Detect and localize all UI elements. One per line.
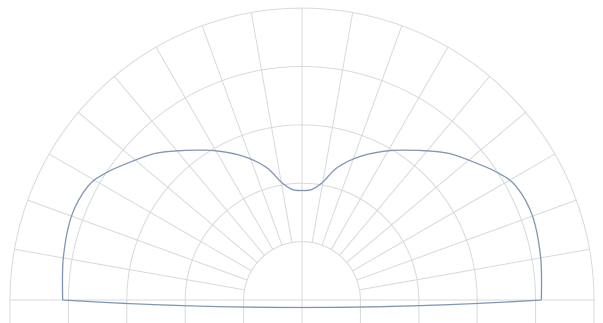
grid-spoke-130	[339, 75, 491, 256]
grid-spoke-10	[14, 248, 245, 291]
grid-spoke-100	[311, 12, 354, 243]
grid-spoke-20	[27, 199, 248, 281]
series-line-1	[61, 149, 543, 301]
polar-grid	[9, 7, 595, 323]
grid-spoke-150	[352, 153, 556, 272]
grid-spoke-50	[113, 75, 265, 256]
grid-spoke-160	[356, 199, 577, 281]
series-layer	[61, 149, 543, 309]
grid-spoke-120	[330, 46, 449, 250]
grid-spoke-30	[48, 153, 252, 272]
grid-spoke-110	[321, 25, 403, 246]
grid-spoke-70	[201, 25, 283, 246]
series-line-1-lower	[62, 299, 542, 309]
grid-spoke-60	[155, 46, 274, 250]
grid-spoke-170	[359, 248, 590, 291]
grid-spoke-40	[77, 111, 258, 263]
grid-spoke-80	[250, 12, 293, 243]
grid-spoke-140	[346, 111, 527, 263]
